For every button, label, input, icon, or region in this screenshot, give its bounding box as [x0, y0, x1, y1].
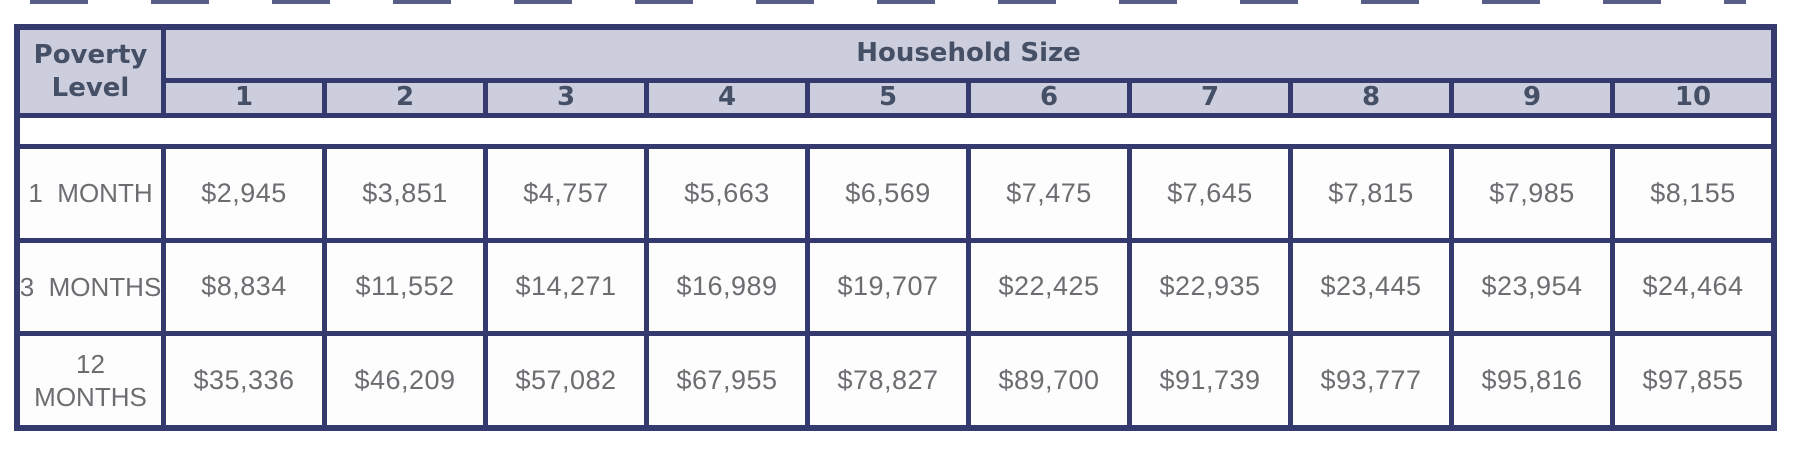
data-cell: $23,954 — [1454, 242, 1610, 332]
data-cell: $89,700 — [971, 336, 1127, 425]
data-cell: $11,552 — [327, 242, 483, 332]
data-cell: $95,816 — [1454, 336, 1610, 425]
column-header-3: 3 — [488, 83, 644, 113]
data-cell: $7,815 — [1293, 149, 1449, 238]
data-cell: $14,271 — [488, 242, 644, 332]
data-cell: $93,777 — [1293, 336, 1449, 425]
data-cell: $8,834 — [166, 242, 322, 332]
column-header-8: 8 — [1293, 83, 1449, 113]
data-cell: $57,082 — [488, 336, 644, 425]
poverty-level-table: Poverty Level Household Size 1 2 3 4 5 6… — [14, 24, 1777, 431]
data-cell: $91,739 — [1132, 336, 1288, 425]
data-cell: $7,985 — [1454, 149, 1610, 238]
data-cell: $6,569 — [810, 149, 966, 238]
row-label-3-months: 3 MONTHS — [20, 242, 161, 332]
spacer-row — [20, 118, 1771, 144]
data-cell: $23,445 — [1293, 242, 1449, 332]
group-header-household-size: Household Size — [166, 30, 1771, 78]
data-cell: $3,851 — [327, 149, 483, 238]
data-cell: $7,645 — [1132, 149, 1288, 238]
data-cell: $35,336 — [166, 336, 322, 425]
data-cell: $22,935 — [1132, 242, 1288, 332]
cropped-row-dashes — [30, 0, 1746, 4]
column-header-2: 2 — [327, 83, 483, 113]
column-header-5: 5 — [810, 83, 966, 113]
data-cell: $19,707 — [810, 242, 966, 332]
column-header-9: 9 — [1454, 83, 1610, 113]
data-cell: $8,155 — [1615, 149, 1771, 238]
data-cell: $7,475 — [971, 149, 1127, 238]
row-label-12-months: 12 MONTHS — [20, 336, 161, 425]
data-cell: $22,425 — [971, 242, 1127, 332]
column-header-7: 7 — [1132, 83, 1288, 113]
data-cell: $16,989 — [649, 242, 805, 332]
column-header-6: 6 — [971, 83, 1127, 113]
data-cell: $78,827 — [810, 336, 966, 425]
data-cell: $4,757 — [488, 149, 644, 238]
column-header-4: 4 — [649, 83, 805, 113]
row-label-1-month: 1 MONTH — [20, 149, 161, 238]
data-cell: $24,464 — [1615, 242, 1771, 332]
column-header-1: 1 — [166, 83, 322, 113]
data-cell: $2,945 — [166, 149, 322, 238]
data-cell: $97,855 — [1615, 336, 1771, 425]
column-header-10: 10 — [1615, 83, 1771, 113]
data-cell: $67,955 — [649, 336, 805, 425]
data-cell: $5,663 — [649, 149, 805, 238]
corner-header-poverty-level: Poverty Level — [20, 30, 161, 113]
data-cell: $46,209 — [327, 336, 483, 425]
